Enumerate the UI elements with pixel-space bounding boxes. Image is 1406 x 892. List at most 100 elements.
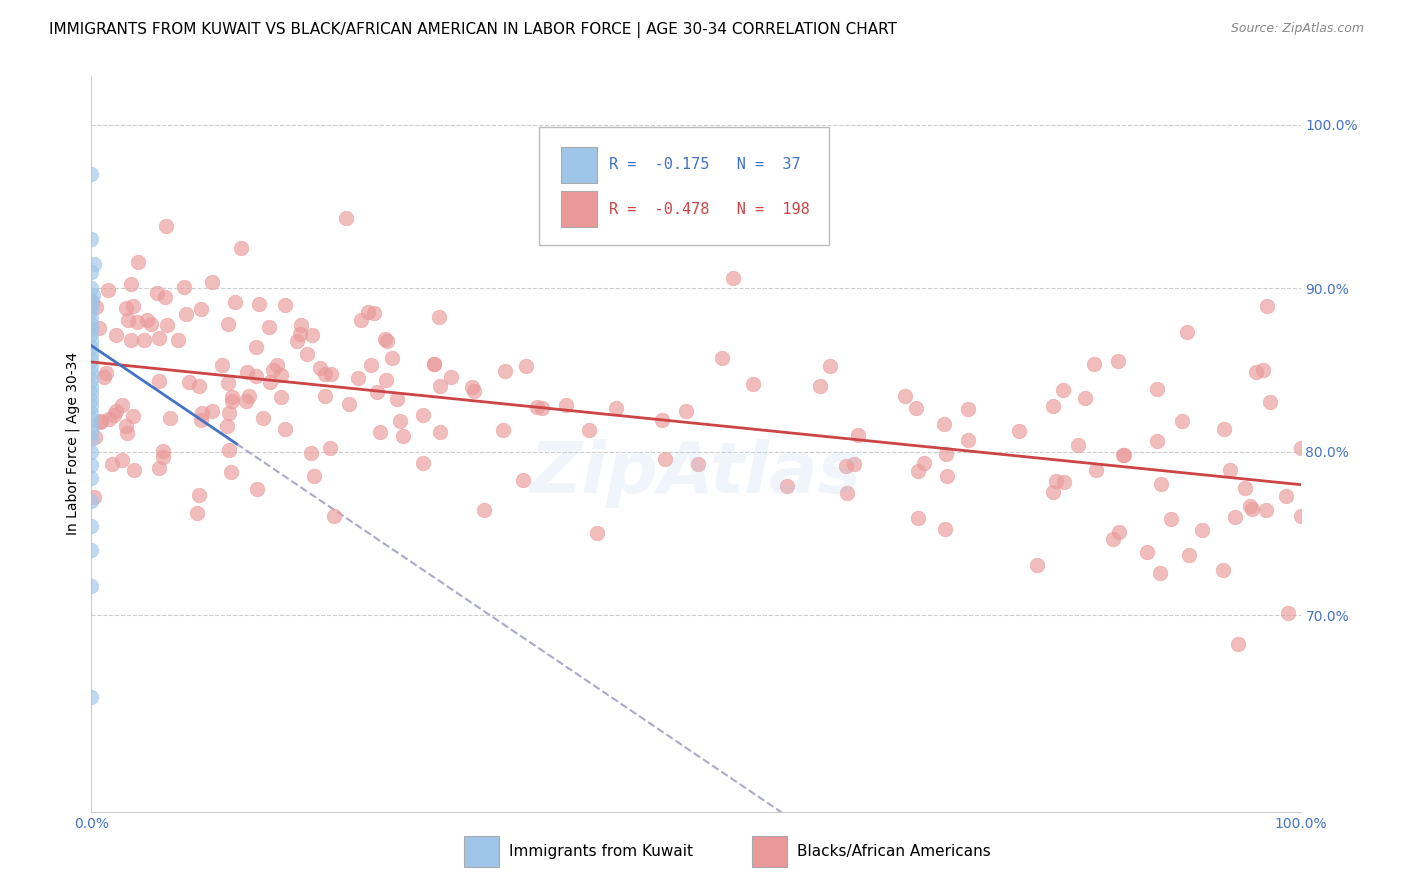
Point bbox=[299, 446, 322, 460]
Point bbox=[257, 320, 280, 334]
Point bbox=[80, 399, 103, 413]
Point bbox=[810, 378, 832, 392]
Point bbox=[153, 290, 176, 304]
Point bbox=[80, 310, 103, 325]
Point bbox=[675, 404, 697, 418]
Point bbox=[512, 473, 534, 487]
Point bbox=[152, 450, 174, 464]
Point bbox=[89, 415, 111, 429]
Point bbox=[159, 411, 181, 425]
Point bbox=[1146, 434, 1168, 449]
Point bbox=[103, 408, 125, 422]
Point bbox=[1171, 414, 1194, 428]
Point bbox=[423, 357, 446, 371]
Point bbox=[94, 366, 117, 380]
Point bbox=[1042, 399, 1064, 413]
Point bbox=[152, 443, 174, 458]
Point bbox=[285, 334, 308, 348]
Point bbox=[80, 281, 103, 295]
Point bbox=[1258, 395, 1281, 409]
Point bbox=[87, 321, 110, 335]
Point bbox=[605, 401, 627, 416]
Point bbox=[350, 313, 373, 327]
Point bbox=[190, 301, 212, 316]
Point bbox=[1239, 499, 1261, 513]
Point bbox=[723, 271, 745, 285]
Point bbox=[80, 386, 103, 401]
Point bbox=[1007, 424, 1029, 438]
Point bbox=[1251, 362, 1274, 376]
Point bbox=[1275, 489, 1298, 503]
FancyBboxPatch shape bbox=[538, 128, 830, 245]
Point bbox=[651, 412, 673, 426]
Point bbox=[363, 305, 385, 319]
Point bbox=[1178, 548, 1201, 562]
Point bbox=[115, 301, 138, 315]
Point bbox=[1223, 510, 1246, 524]
Point bbox=[105, 404, 128, 418]
Point bbox=[270, 390, 292, 404]
Point bbox=[80, 412, 103, 426]
Point bbox=[120, 333, 142, 347]
Point bbox=[515, 359, 537, 374]
Point bbox=[122, 409, 145, 424]
Point bbox=[217, 317, 239, 331]
Point bbox=[245, 340, 267, 354]
Point bbox=[1026, 558, 1049, 572]
Point bbox=[80, 373, 103, 387]
Point bbox=[837, 486, 859, 500]
Point bbox=[337, 397, 360, 411]
Point bbox=[742, 377, 765, 392]
Point bbox=[461, 380, 484, 394]
Point bbox=[375, 373, 398, 387]
Point bbox=[219, 465, 242, 479]
Point bbox=[585, 526, 607, 541]
Point bbox=[246, 482, 269, 496]
Point bbox=[934, 522, 956, 536]
Point bbox=[80, 293, 103, 307]
Point bbox=[1256, 502, 1278, 516]
Point bbox=[526, 400, 548, 414]
Point bbox=[262, 363, 284, 377]
Point bbox=[356, 304, 378, 318]
Point bbox=[846, 427, 869, 442]
Point bbox=[80, 690, 103, 705]
Point bbox=[842, 457, 865, 471]
Point bbox=[259, 375, 281, 389]
Point bbox=[322, 509, 344, 524]
Text: IMMIGRANTS FROM KUWAIT VS BLACK/AFRICAN AMERICAN IN LABOR FORCE | AGE 30-34 CORR: IMMIGRANTS FROM KUWAIT VS BLACK/AFRICAN … bbox=[49, 22, 897, 38]
Point bbox=[218, 405, 240, 419]
Point bbox=[494, 364, 516, 378]
Point bbox=[173, 280, 195, 294]
Point bbox=[80, 458, 103, 472]
Point bbox=[412, 409, 434, 423]
Point bbox=[139, 317, 162, 331]
Point bbox=[80, 392, 103, 407]
Point bbox=[156, 318, 179, 332]
Point bbox=[1146, 382, 1168, 396]
Point bbox=[1111, 448, 1133, 462]
Point bbox=[211, 358, 233, 372]
Point bbox=[101, 457, 124, 471]
Point bbox=[80, 298, 103, 312]
Text: Source: ZipAtlas.com: Source: ZipAtlas.com bbox=[1230, 22, 1364, 36]
Point bbox=[1102, 532, 1125, 546]
Point bbox=[907, 464, 929, 478]
Point bbox=[474, 503, 496, 517]
Point bbox=[80, 265, 103, 279]
Point bbox=[957, 433, 980, 447]
Point bbox=[440, 370, 463, 384]
Point bbox=[148, 374, 170, 388]
Point bbox=[374, 332, 396, 346]
Point bbox=[188, 488, 211, 502]
Point bbox=[80, 379, 103, 393]
Point bbox=[290, 326, 312, 341]
Point bbox=[578, 423, 600, 437]
Point bbox=[1246, 365, 1268, 379]
Point bbox=[935, 468, 957, 483]
Point bbox=[1107, 353, 1129, 368]
Point bbox=[1212, 563, 1234, 577]
Point bbox=[274, 298, 297, 312]
Point bbox=[80, 320, 103, 334]
Point bbox=[1108, 524, 1130, 539]
